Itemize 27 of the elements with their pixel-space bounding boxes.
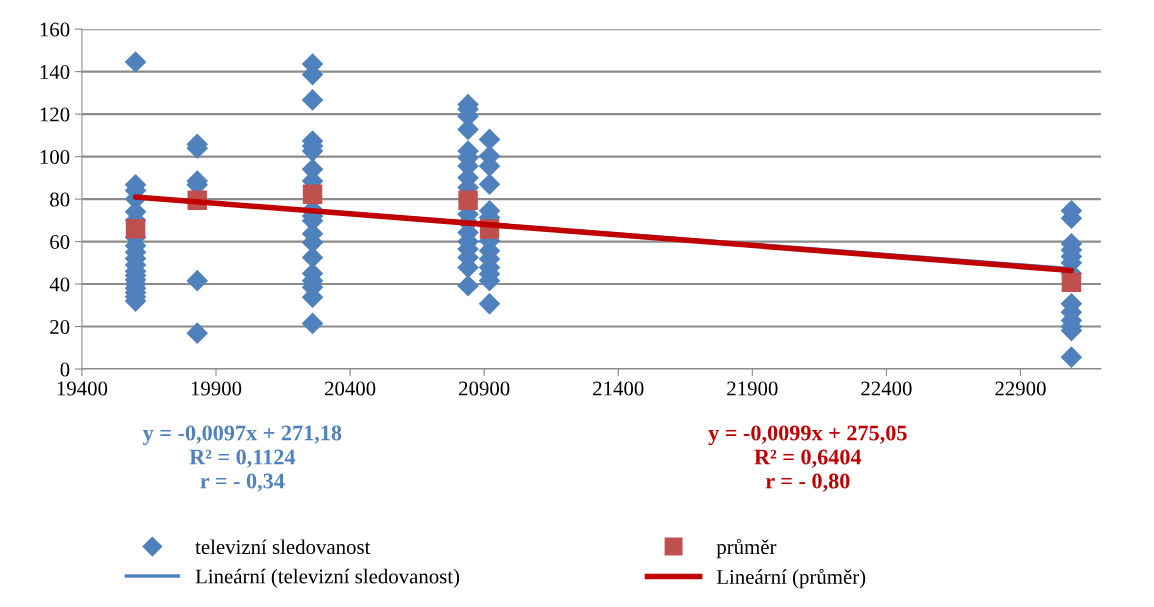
y-tick-label: 80 xyxy=(50,192,70,207)
point xyxy=(302,184,323,204)
text: y = -0,0099x + 275,05 R² = 0,6404 r = - 0,80 xyxy=(708,425,907,492)
legend-label: Lineární (průměr) xyxy=(716,568,866,589)
x-tick-label: 21400 xyxy=(593,381,644,396)
y-tick-label: 20 xyxy=(50,319,70,334)
y-tick-label: 100 xyxy=(40,149,70,165)
y-tick-label: 120 xyxy=(40,107,70,122)
x-tick-label: 19400 xyxy=(57,381,108,396)
x-tick-label: 21900 xyxy=(727,381,778,396)
point xyxy=(1061,272,1082,293)
y-tick-label: 0 xyxy=(60,362,70,377)
legend-label: průměr xyxy=(716,538,777,559)
y-tick-label: 140 xyxy=(40,65,70,80)
text: y = -0,0097x + 271,18 R² = 0,1124 r = - 0,34 xyxy=(142,425,342,492)
y-tick-label: 40 xyxy=(49,277,70,292)
legend-label: Lineární (televizní sledovanost) xyxy=(195,568,460,588)
x-tick-label: 20400 xyxy=(324,381,376,396)
x-tick-label: 20900 xyxy=(459,381,510,396)
y-tick-label: 60 xyxy=(50,234,70,250)
x-tick-label: 22900 xyxy=(995,381,1046,396)
legend-label: televizní sledovanost xyxy=(195,539,371,555)
point xyxy=(458,190,478,210)
x-tick-label: 19900 xyxy=(191,381,242,396)
x-tick-label: 22400 xyxy=(861,381,912,396)
y-tick-label: 160 xyxy=(40,22,70,37)
point xyxy=(125,219,146,239)
